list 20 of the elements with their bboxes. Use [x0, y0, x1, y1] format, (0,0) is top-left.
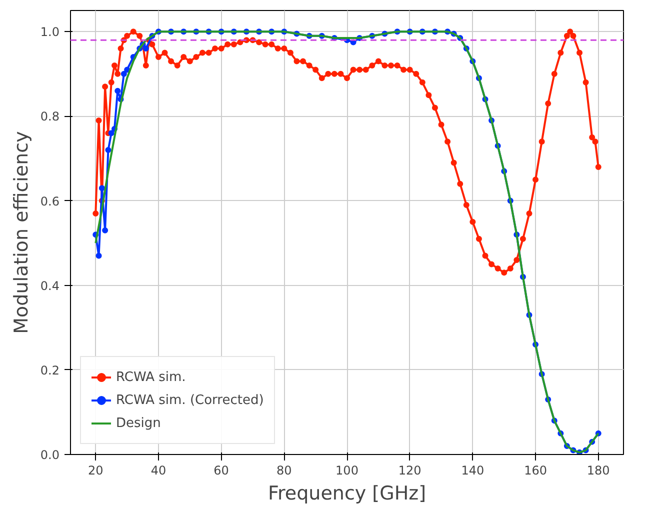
- y-tick-label: 0.4: [40, 278, 60, 293]
- y-tick-label: 0.2: [40, 363, 60, 378]
- y-tick-label: 0.8: [40, 110, 60, 124]
- x-axis-title: Frequency [GHz]: [268, 482, 426, 504]
- x-tick-label: 140: [461, 464, 484, 478]
- y-tick-label: 0.0: [40, 448, 60, 462]
- x-tick-label: 120: [398, 464, 422, 478]
- x-tick-label: 100: [336, 464, 358, 478]
- x-tick-label: 180: [586, 464, 610, 478]
- legend-label: RCWA sim.: [116, 370, 186, 384]
- legend-label: Design: [116, 416, 161, 430]
- x-tick-label: 80: [276, 464, 292, 478]
- x-tick-label: 160: [524, 464, 547, 478]
- y-tick-label: 0.6: [40, 194, 60, 208]
- legend-label: RCWA sim. (Corrected): [116, 392, 264, 408]
- x-tick-label: 20: [88, 464, 104, 478]
- y-axis-title: Modulation efficiency: [10, 131, 32, 334]
- x-tick-label: 60: [214, 464, 229, 478]
- x-tick-label: 40: [150, 464, 166, 478]
- y-tick-label: 1.0: [40, 25, 60, 40]
